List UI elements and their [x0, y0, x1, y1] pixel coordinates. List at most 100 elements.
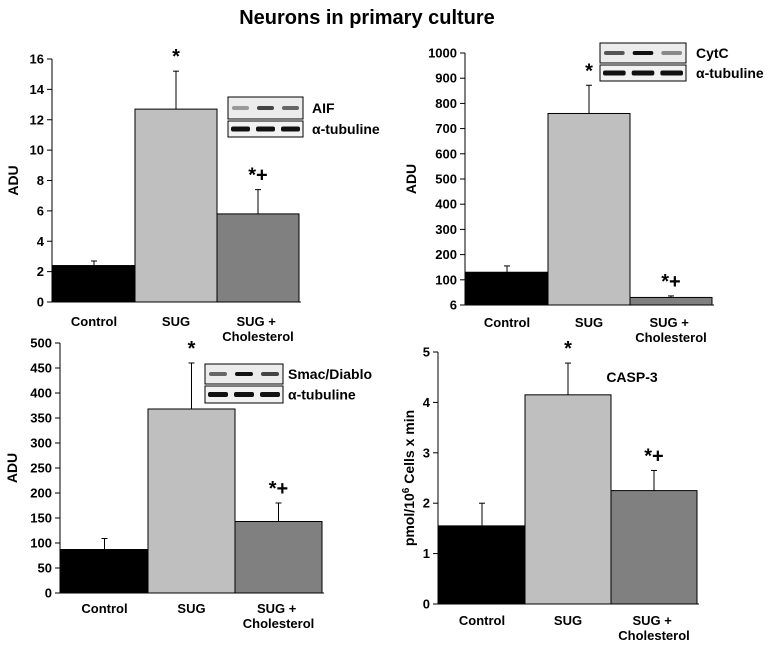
blot-loading-band [208, 392, 228, 397]
category-label: Control [71, 314, 117, 329]
panel-title: CASP-3 [606, 369, 658, 385]
bar-2 [524, 394, 612, 605]
blot-loading-band [631, 70, 655, 76]
western-blot: Smac/Diablo α-tubuline [204, 363, 372, 404]
blot-label-bottom: α-tubuline [696, 65, 764, 81]
significance-mark: * [585, 60, 593, 82]
y-tick-label: 1 [423, 546, 430, 561]
significance-mark: *+ [644, 445, 663, 467]
blot-label-bottom: α-tubuline [312, 121, 380, 137]
blot-band [632, 51, 654, 55]
y-axis-label: ADU [403, 164, 419, 194]
blot-label-top: Smac/Diablo [288, 366, 372, 382]
y-tick-label: 0 [45, 586, 52, 601]
significance-mark: *+ [661, 271, 680, 293]
y-tick-label: 6 [37, 203, 44, 218]
category-label: SUG [177, 601, 205, 616]
y-tick-label: 200 [435, 247, 457, 262]
category-label: SUG + Cholesterol [222, 314, 294, 344]
y-tick-label: 2 [37, 264, 44, 279]
y-tick-label: 4 [37, 234, 45, 249]
significance-mark: *+ [248, 165, 267, 187]
category-label: Control [484, 315, 530, 330]
y-tick-label: 5 [423, 345, 430, 360]
y-tick-label: 100 [30, 536, 52, 551]
y-tick-label: 12 [30, 112, 44, 127]
y-tick-label: 50 [38, 561, 52, 576]
y-tick-label: 800 [435, 96, 457, 111]
bar-1 [465, 271, 549, 306]
chart-panel-2: 6 100 200 300 400 500 600 700 800 900 1000 ADU Contr… [403, 42, 764, 345]
blot-label-top: CytC [696, 45, 729, 61]
bar-3 [629, 296, 713, 306]
western-blot: AIF α-tubuline [227, 96, 380, 138]
blot-band [232, 106, 249, 110]
western-blot: CytC α-tubuline [599, 42, 764, 82]
figure-title: Neurons in primary culture [239, 7, 495, 29]
y-tick-label: 400 [30, 386, 52, 401]
blot-band [235, 372, 253, 376]
blot-label-top: AIF [312, 100, 335, 116]
y-tick-label: 900 [435, 71, 457, 86]
blot-loading-band [260, 392, 280, 397]
y-tick-label: 6 [450, 298, 457, 313]
y-tick-label: 8 [37, 173, 44, 188]
significance-mark: *+ [269, 478, 288, 500]
y-axis-label: pmol/106 Cells x min [401, 410, 418, 546]
y-tick-label: 2 [423, 496, 430, 511]
bar-1 [438, 525, 526, 605]
category-label: SUG + Cholesterol [635, 315, 707, 345]
blot-loading-band [256, 126, 275, 132]
bar-2 [147, 408, 236, 594]
y-tick-label: 450 [30, 361, 52, 376]
y-tick-label: 0 [37, 295, 44, 310]
y-tick-label: 300 [30, 436, 52, 451]
bar-3 [216, 213, 300, 303]
chart-panel-4: 0 1 2 3 4 5 pmol/106 Cells x min Control * SUG *+ S… [401, 338, 699, 643]
y-tick-label: 400 [435, 197, 457, 212]
blot-band [209, 372, 227, 376]
blot-loading-band [234, 392, 254, 397]
chart-panel-3: 0 50 100 150 200 250 300 350 400 450 500 ADU Control… [4, 336, 372, 632]
y-tick-label: 200 [30, 486, 52, 501]
bar-2 [547, 112, 631, 306]
y-axis-label: ADU [4, 453, 20, 483]
y-tick-label: 500 [435, 172, 457, 187]
bar-2 [134, 108, 218, 303]
y-tick-label: 350 [30, 411, 52, 426]
bar-3 [234, 521, 323, 594]
bar-3 [610, 490, 698, 605]
category-label: SUG [554, 613, 582, 628]
bar-1 [60, 549, 149, 594]
category-label: SUG [575, 315, 603, 330]
category-label: SUG + Cholesterol [618, 613, 690, 643]
y-tick-label: 14 [30, 82, 45, 97]
blot-label-bottom: α-tubuline [288, 387, 356, 403]
category-label: Control [459, 613, 505, 628]
y-tick-label: 300 [435, 222, 457, 237]
blot-loading-band [281, 126, 300, 132]
blot-loading-band [231, 126, 250, 132]
significance-mark: * [188, 338, 196, 360]
category-label: SUG [162, 314, 190, 329]
y-tick-label: 250 [30, 461, 52, 476]
blot-loading-band [603, 70, 626, 76]
blot-loading-band [660, 70, 683, 76]
y-tick-label: 150 [30, 511, 52, 526]
y-tick-label: 3 [423, 445, 430, 460]
blot-band [604, 51, 625, 55]
category-label: Control [81, 601, 127, 616]
y-tick-label: 700 [435, 121, 457, 136]
blot-band [257, 106, 274, 110]
significance-mark: * [172, 46, 180, 68]
y-tick-label: 0 [423, 597, 430, 612]
blot-band [261, 372, 279, 376]
y-tick-label: 16 [30, 52, 44, 67]
y-axis-label: ADU [5, 165, 21, 195]
bar-1 [52, 265, 136, 303]
y-tick-label: 100 [435, 272, 457, 287]
blot-band [282, 106, 299, 110]
y-tick-label: 10 [30, 143, 44, 158]
y-tick-label: 4 [423, 395, 431, 410]
